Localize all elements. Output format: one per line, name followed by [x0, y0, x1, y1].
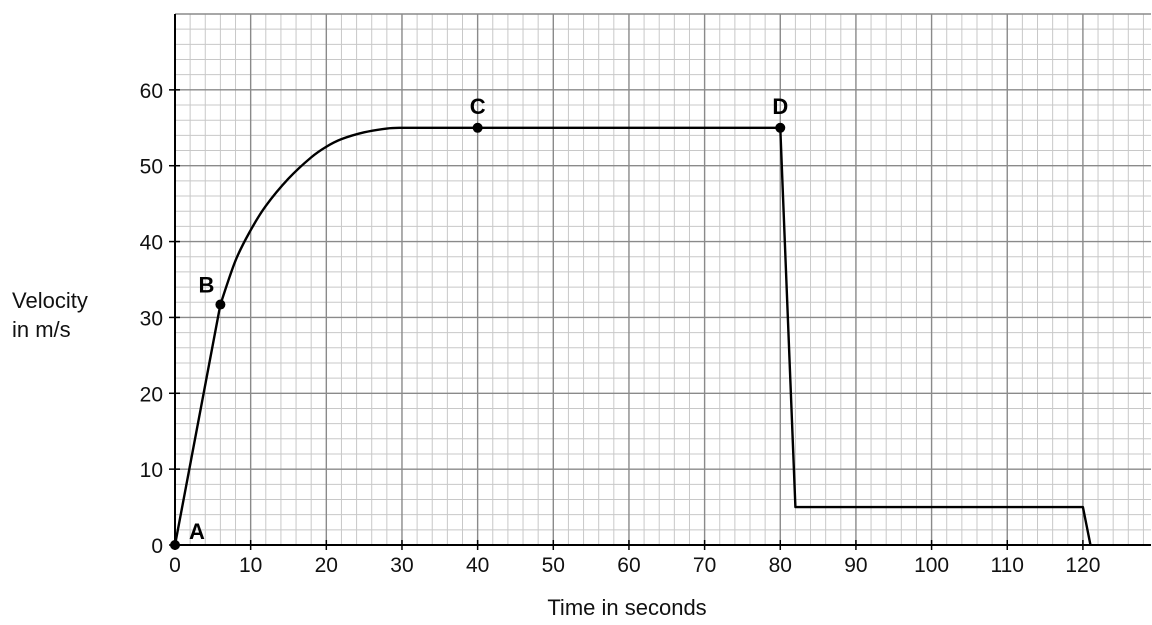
y-tick-label: 30 — [140, 307, 163, 330]
major-grid — [174, 13, 1151, 546]
x-tick-label: 80 — [769, 554, 792, 577]
y-tick-label: 40 — [140, 232, 163, 255]
y-tick-label: 60 — [140, 80, 163, 103]
point-d-marker — [775, 122, 786, 133]
point-b-marker — [215, 299, 226, 310]
y-tick-label: 20 — [140, 383, 163, 406]
x-tick-label: 90 — [844, 554, 867, 577]
minor-grid — [175, 14, 1151, 545]
points-layer: A B C D — [170, 94, 788, 550]
y-tick-label: 0 — [151, 535, 163, 558]
velocity-line — [173, 126, 1092, 546]
x-tick-label: 60 — [617, 554, 640, 577]
x-tick-label: 30 — [390, 554, 413, 577]
x-tick-label: 120 — [1065, 554, 1100, 577]
x-tick-label: 100 — [914, 554, 949, 577]
y-axis-title-line-1: Velocity — [12, 288, 88, 313]
point-a-marker — [170, 540, 180, 550]
point-b-label: B — [199, 273, 215, 298]
x-tick-label: 0 — [169, 554, 181, 577]
x-tick-label: 10 — [239, 554, 262, 577]
point-d-label: D — [772, 94, 788, 119]
y-tick-label: 50 — [140, 156, 163, 179]
tick-labels: 0 10 20 30 40 50 60 70 80 90 100 110 120 0 10 20 30 40 50 6… — [140, 80, 1101, 577]
x-tick-label: 110 — [991, 554, 1024, 577]
y-axis-title-line-2: in m/s — [12, 317, 71, 342]
x-axis-title: Time in seconds — [547, 595, 706, 620]
point-c-marker — [472, 122, 483, 133]
point-c-label: C — [470, 94, 486, 119]
point-a-label: A — [189, 519, 205, 544]
x-tick-label: 20 — [315, 554, 338, 577]
x-tick-label: 50 — [542, 554, 565, 577]
series-layer — [173, 126, 1092, 546]
y-tick-label: 10 — [140, 459, 163, 482]
x-tick-label: 70 — [693, 554, 716, 577]
x-tick-label: 40 — [466, 554, 489, 577]
